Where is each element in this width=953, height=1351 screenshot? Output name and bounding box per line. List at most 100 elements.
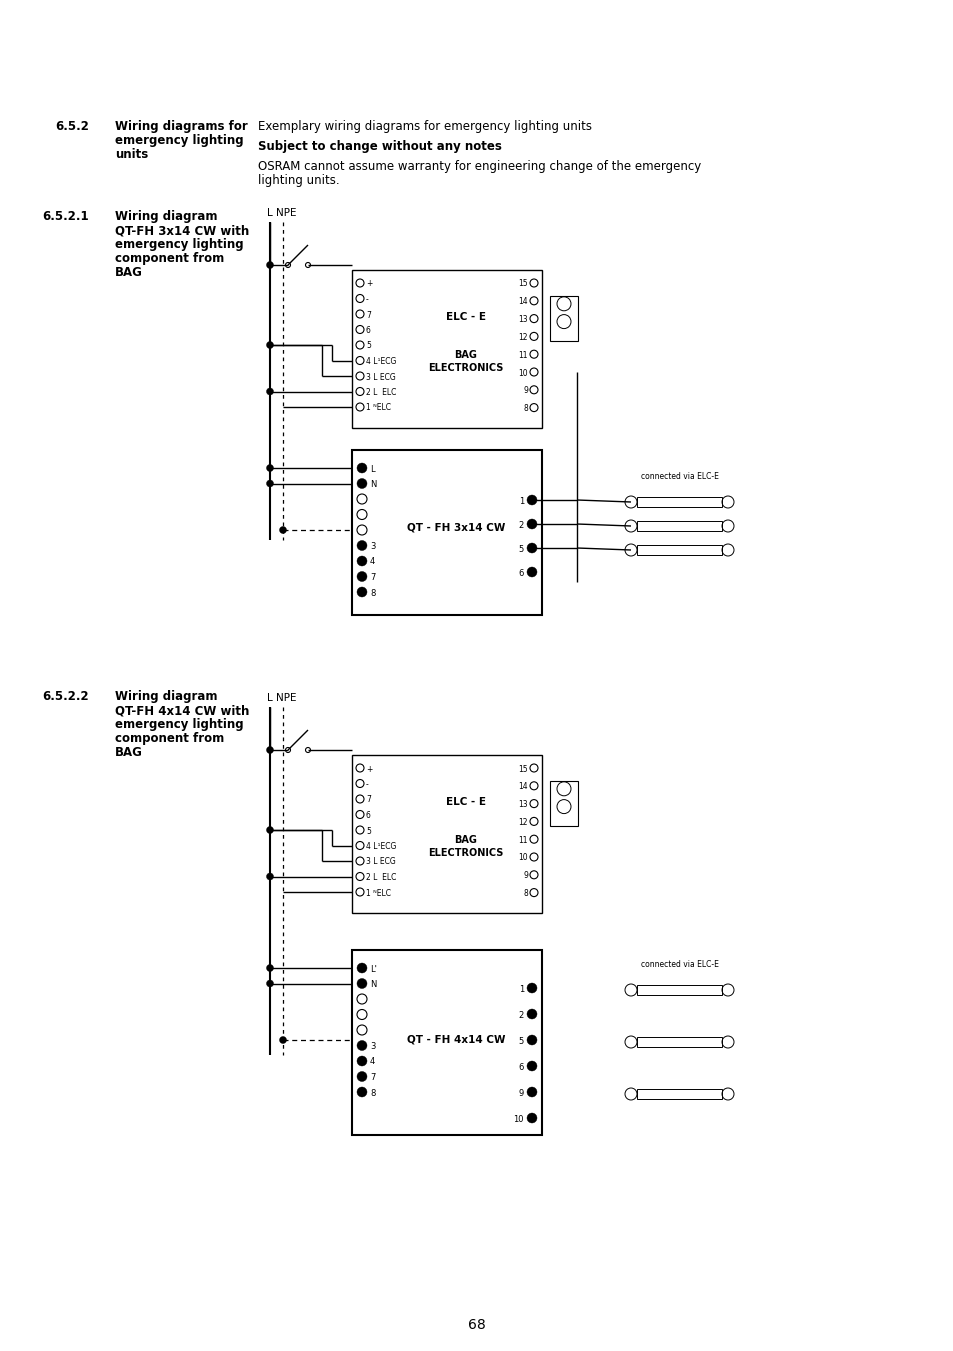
Text: lighting units.: lighting units.	[257, 174, 339, 186]
Text: ELECTRONICS: ELECTRONICS	[428, 363, 503, 373]
Text: 9: 9	[522, 871, 527, 881]
Text: 12: 12	[518, 332, 527, 342]
Text: 6: 6	[518, 569, 523, 577]
Text: 7: 7	[366, 311, 371, 319]
Circle shape	[526, 1009, 537, 1019]
Text: 2: 2	[518, 520, 523, 530]
Circle shape	[356, 540, 367, 550]
Circle shape	[526, 984, 537, 993]
Text: 14: 14	[517, 782, 527, 792]
Text: 5: 5	[366, 827, 371, 835]
Text: 3: 3	[370, 542, 375, 551]
Text: 3: 3	[370, 1042, 375, 1051]
Circle shape	[356, 586, 367, 597]
Text: QT - FH 4x14 CW: QT - FH 4x14 CW	[407, 1035, 505, 1046]
Text: Wiring diagram: Wiring diagram	[115, 209, 217, 223]
Text: 1 ᴺELC: 1 ᴺELC	[366, 404, 391, 412]
Text: 8: 8	[522, 404, 527, 413]
Text: 6.5.2.2: 6.5.2.2	[42, 690, 89, 703]
Circle shape	[526, 1061, 537, 1071]
Circle shape	[526, 543, 537, 553]
Bar	[550, 296, 578, 342]
Bar	[352, 755, 541, 913]
Text: 7: 7	[370, 573, 375, 582]
Text: OSRAM cannot assume warranty for engineering change of the emergency: OSRAM cannot assume warranty for enginee…	[257, 159, 700, 173]
Circle shape	[356, 557, 367, 566]
Text: 8: 8	[370, 589, 375, 597]
Circle shape	[266, 262, 274, 269]
Circle shape	[266, 480, 274, 486]
Text: 13: 13	[517, 800, 527, 809]
Text: component from: component from	[115, 253, 224, 265]
Circle shape	[266, 965, 274, 971]
Text: ELC - E: ELC - E	[446, 797, 485, 807]
Text: 14: 14	[517, 297, 527, 307]
Circle shape	[266, 747, 274, 754]
Text: 2 L  ELC: 2 L ELC	[366, 873, 395, 882]
Bar	[637, 497, 721, 507]
Text: 10: 10	[517, 369, 527, 377]
Text: emergency lighting: emergency lighting	[115, 717, 243, 731]
Circle shape	[356, 1040, 367, 1051]
Text: QT - FH 3x14 CW: QT - FH 3x14 CW	[407, 521, 505, 532]
Text: connected via ELC-E: connected via ELC-E	[639, 471, 718, 481]
Text: +: +	[366, 765, 372, 774]
Bar	[637, 1038, 721, 1047]
Text: 4 L¹ECG: 4 L¹ECG	[366, 842, 395, 851]
Text: 3 L ECG: 3 L ECG	[366, 373, 395, 381]
Circle shape	[266, 827, 274, 834]
Text: 10: 10	[517, 854, 527, 862]
Text: units: units	[115, 149, 148, 161]
Circle shape	[526, 1035, 537, 1046]
Text: 2: 2	[518, 1011, 523, 1020]
Bar	[352, 270, 541, 428]
Circle shape	[356, 571, 367, 581]
Text: +: +	[366, 280, 372, 289]
Circle shape	[526, 567, 537, 577]
Text: 6.5.2.1: 6.5.2.1	[42, 209, 89, 223]
Text: 15: 15	[517, 280, 527, 289]
Text: 2 L  ELC: 2 L ELC	[366, 388, 395, 397]
Text: QT-FH 4x14 CW with: QT-FH 4x14 CW with	[115, 704, 249, 717]
Bar	[637, 985, 721, 994]
Text: emergency lighting: emergency lighting	[115, 238, 243, 251]
Text: 3 L ECG: 3 L ECG	[366, 858, 395, 866]
Text: 10: 10	[513, 1115, 523, 1124]
Text: 1: 1	[518, 985, 523, 993]
Circle shape	[356, 1071, 367, 1082]
Bar	[637, 1089, 721, 1098]
Text: 7: 7	[366, 796, 371, 804]
Text: 68: 68	[468, 1319, 485, 1332]
Text: 9: 9	[522, 386, 527, 396]
Text: 6.5.2: 6.5.2	[55, 120, 89, 132]
Text: N: N	[370, 480, 376, 489]
Text: 6: 6	[518, 1062, 523, 1071]
Text: Wiring diagram: Wiring diagram	[115, 690, 217, 703]
Text: 5: 5	[518, 1036, 523, 1046]
Text: BAG: BAG	[115, 266, 143, 280]
Text: L: L	[370, 465, 375, 473]
Bar	[352, 950, 541, 1135]
Text: 1 ᴺELC: 1 ᴺELC	[366, 889, 391, 897]
Text: 12: 12	[518, 817, 527, 827]
Circle shape	[356, 1088, 367, 1097]
Text: QT-FH 3x14 CW with: QT-FH 3x14 CW with	[115, 224, 249, 236]
Text: L NPE: L NPE	[267, 693, 296, 703]
Bar	[637, 544, 721, 555]
Text: ELC - E: ELC - E	[446, 312, 485, 322]
Text: emergency lighting: emergency lighting	[115, 134, 243, 147]
Text: -: -	[366, 295, 369, 304]
Text: 6: 6	[366, 811, 371, 820]
Text: connected via ELC-E: connected via ELC-E	[639, 961, 718, 969]
Circle shape	[266, 979, 274, 988]
Text: 6: 6	[366, 326, 371, 335]
Text: Wiring diagrams for: Wiring diagrams for	[115, 120, 248, 132]
Circle shape	[266, 388, 274, 394]
Text: BAG: BAG	[454, 350, 476, 359]
Text: 1: 1	[518, 497, 523, 505]
Circle shape	[279, 527, 286, 534]
Circle shape	[356, 978, 367, 989]
Circle shape	[356, 1056, 367, 1066]
Text: -: -	[366, 780, 369, 789]
Text: N: N	[370, 979, 376, 989]
